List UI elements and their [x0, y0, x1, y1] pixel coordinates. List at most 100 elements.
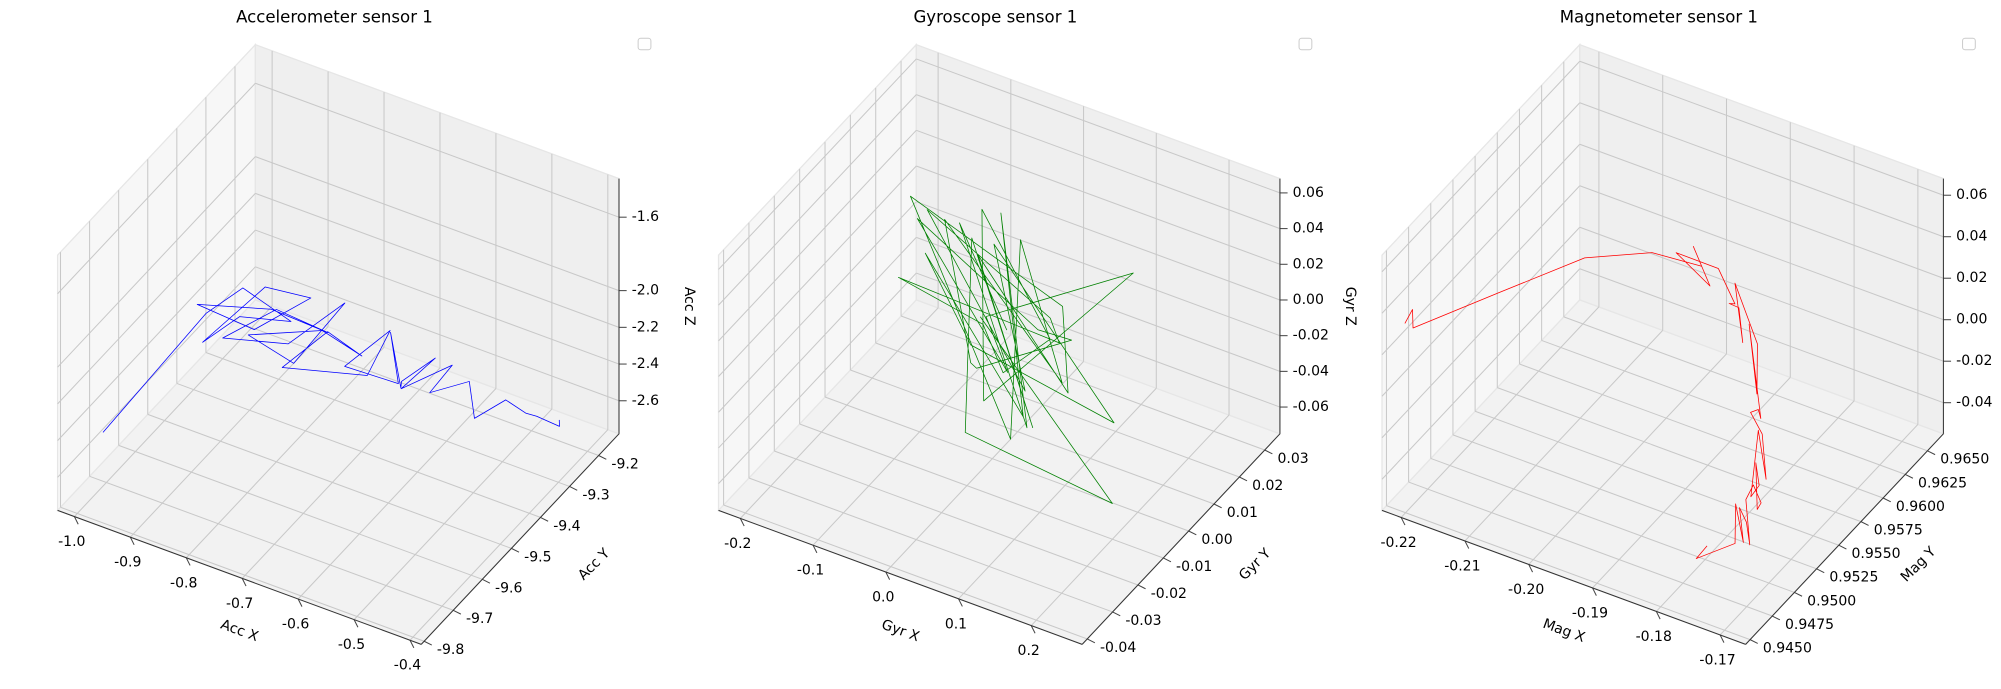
legend — [637, 37, 652, 51]
y-tick-label: -9.6 — [495, 580, 522, 596]
tick-mark — [1528, 564, 1534, 573]
tick-mark — [1464, 540, 1470, 549]
y-tick-label: 0.9525 — [1829, 570, 1878, 586]
grid-line — [1579, 102, 1944, 238]
y-axis-label: Acc Y — [575, 545, 613, 583]
tick-mark — [1655, 611, 1661, 620]
axis-line — [1081, 433, 1281, 645]
tick-mark — [241, 578, 247, 587]
y-axis-label: Mag Y — [1898, 544, 1940, 586]
grid-line — [57, 193, 256, 405]
grid-line — [1519, 363, 1884, 499]
y-tick-label: -0.02 — [1151, 586, 1187, 602]
tick-mark — [1860, 521, 1869, 526]
grid-line — [57, 82, 256, 295]
z-tick-label: -1.6 — [632, 209, 659, 225]
grid-line — [718, 237, 917, 449]
grid-line — [1408, 481, 1773, 617]
grid-line — [176, 382, 541, 518]
grid-line — [205, 351, 570, 487]
grid-line — [824, 396, 1189, 532]
tick-mark — [1087, 638, 1096, 644]
grid-line — [118, 444, 483, 580]
y-tick-label: -9.7 — [466, 611, 493, 627]
z-tick-label: -0.04 — [1956, 395, 1992, 411]
y-tick-label: 0.9550 — [1852, 546, 1901, 562]
grid-line — [1030, 414, 1230, 626]
tick-mark — [1749, 639, 1758, 644]
grid-line — [1497, 387, 1862, 523]
y-tick-label: 0.00 — [1201, 532, 1232, 548]
grid-line — [255, 266, 620, 402]
grid-line — [1528, 353, 1727, 565]
x-tick-label: -0.9 — [114, 555, 141, 571]
grid-line — [241, 367, 441, 579]
tick-mark — [1719, 634, 1725, 643]
z-tick-label: -0.02 — [1293, 328, 1329, 344]
z-tick-label: 0.02 — [1293, 256, 1324, 272]
grid-line — [1381, 268, 1581, 480]
tick-mark — [73, 516, 79, 525]
grid-line — [1655, 400, 1855, 612]
grid-line — [297, 388, 497, 600]
x-tick-label: -0.20 — [1508, 582, 1544, 598]
y-tick-label: -9.3 — [582, 487, 609, 503]
grid-line — [185, 346, 385, 559]
tick-mark — [353, 619, 359, 628]
z-tick-label: 0.02 — [1956, 270, 1987, 286]
y-axis-label: Gyr Y — [1236, 545, 1274, 583]
y-tick-label: 0.9575 — [1874, 523, 1923, 539]
tick-mark — [958, 598, 963, 607]
chart-title: Gyroscope sensor 1 — [913, 7, 1077, 26]
tick-mark — [885, 571, 891, 580]
x-tick-label: -1.0 — [58, 534, 85, 550]
grid-line — [255, 192, 620, 328]
grid-line — [57, 229, 256, 441]
tick-mark — [1163, 557, 1172, 563]
grid-line — [799, 423, 1164, 559]
y-tick-label: 0.9500 — [1807, 593, 1856, 609]
x-tick-label: 0.1 — [945, 616, 967, 632]
grid-line — [74, 305, 273, 517]
axis-line — [420, 433, 620, 645]
tick-mark — [452, 609, 462, 615]
z-tick-label: 0.04 — [1293, 221, 1324, 237]
grid-line — [234, 321, 599, 456]
tick-mark — [1882, 497, 1891, 503]
grid-line — [718, 94, 917, 306]
chart-title: Accelerometer sensor 1 — [236, 7, 433, 26]
grid-line — [916, 165, 1281, 301]
grid-line — [1381, 185, 1581, 397]
x-axis-label: Acc X — [218, 617, 260, 645]
x-tick-label: -0.4 — [394, 658, 421, 674]
grid-line — [812, 334, 1012, 546]
z-tick-label: 0.00 — [1956, 312, 1987, 328]
subplot: -0.2 -0.1 0.0 0.1 0.2 -0.04 -0.03 -0.02 -0.01 0.0… — [717, 7, 1358, 659]
grid-line — [409, 429, 609, 641]
y-tick-label: 0.9450 — [1763, 641, 1812, 657]
tick-mark — [1264, 449, 1273, 455]
z-tick-label: -0.06 — [1293, 399, 1329, 415]
y-tick-label: 0.02 — [1252, 478, 1283, 494]
y-tick-label: -0.03 — [1125, 613, 1161, 629]
x-tick-label: -0.6 — [282, 617, 309, 633]
x-axis-label: Gyr X — [879, 617, 921, 646]
tick-mark — [540, 516, 549, 522]
grid-line — [1381, 60, 1581, 273]
data-line — [898, 195, 1134, 504]
tick-mark — [739, 518, 745, 527]
grid-line — [723, 504, 1088, 640]
x-tick-label: -0.22 — [1380, 535, 1416, 551]
tick-mark — [482, 578, 491, 584]
tick-mark — [297, 598, 303, 607]
tick-mark — [1213, 503, 1222, 509]
grid-line — [1579, 268, 1944, 404]
tick-mark — [409, 639, 415, 649]
x-tick-label: -0.2 — [724, 536, 751, 552]
grid-line — [748, 477, 1113, 613]
z-tick-label: -0.04 — [1293, 363, 1329, 379]
grid-line — [57, 156, 256, 368]
grid-line — [916, 94, 1281, 230]
grid-line — [875, 342, 1240, 478]
x-tick-label: -0.5 — [338, 637, 365, 653]
